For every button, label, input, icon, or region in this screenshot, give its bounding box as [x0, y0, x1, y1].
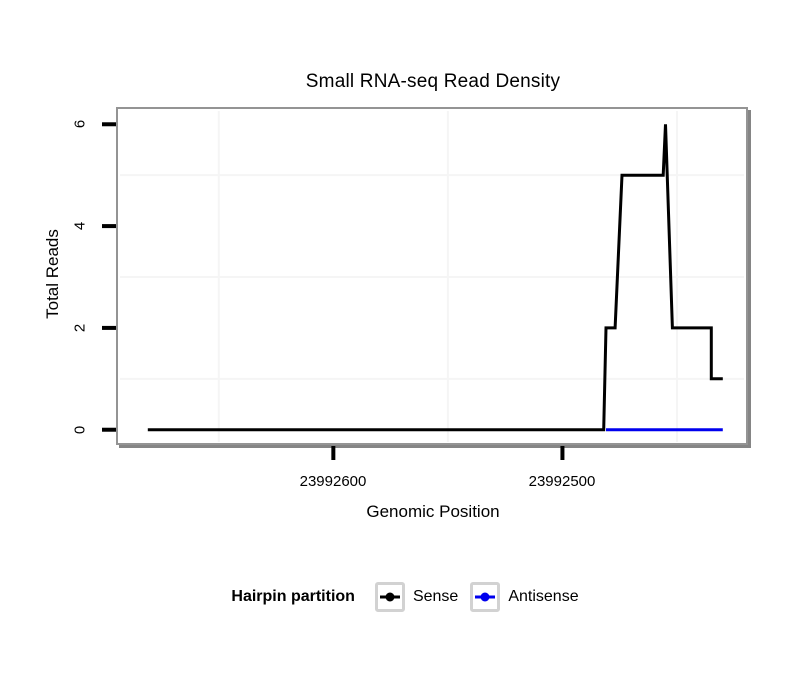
legend-item-antisense: Antisense [470, 582, 579, 612]
y-tick-label: 4 [71, 221, 89, 231]
legend-key-sense [374, 582, 405, 612]
legend-item-sense: Sense [374, 582, 459, 612]
x-tick-label: 23992600 [299, 473, 367, 490]
legend-label-sense: Sense [412, 588, 459, 605]
legend-key-antisense [470, 582, 501, 612]
y-tick-label: 2 [71, 323, 89, 333]
chart-canvas [102, 122, 723, 460]
line-point-glyph-icon [379, 592, 400, 602]
legend: Hairpin partition Sense Antisense [0, 580, 810, 614]
legend-label-antisense: Antisense [508, 588, 579, 605]
y-axis-label: Total Reads [43, 229, 62, 319]
y-tick-label: 6 [71, 119, 89, 129]
chart-title: Small RNA-seq Read Density [305, 71, 561, 92]
line-point-glyph-icon [475, 592, 496, 602]
x-tick-label: 23992500 [528, 473, 596, 490]
legend-title: Hairpin partition [231, 588, 355, 605]
x-axis-label: Genomic Position [366, 502, 500, 521]
y-tick-label: 0 [71, 425, 89, 435]
series-line-sense [147, 124, 723, 432]
